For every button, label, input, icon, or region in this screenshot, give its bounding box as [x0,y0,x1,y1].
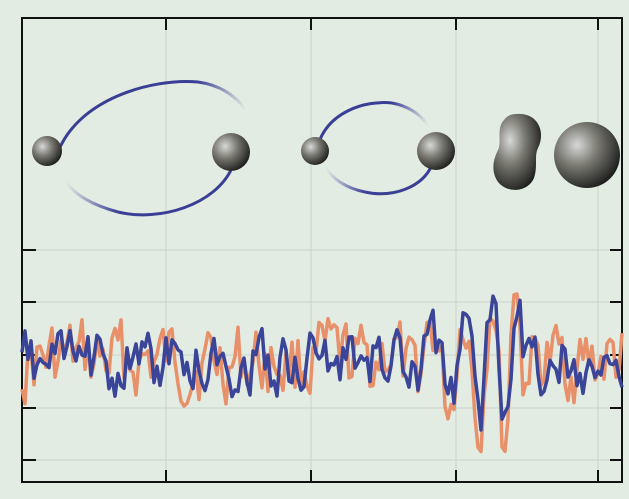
signal-b-line [20,294,624,432]
black-hole-left-2 [301,137,329,165]
final-black-hole [554,122,620,188]
stage-inspiral-close [301,101,455,196]
black-hole-right [212,133,250,171]
orbit-trail-lower-fade-2 [324,167,366,194]
orbit-trail-upper-fade-2 [391,101,430,126]
ticks [22,18,622,482]
merged-peanut [493,113,542,190]
black-hole-left [32,136,62,166]
stage-inspiral-wide [32,80,250,217]
stage-merger [493,113,542,190]
orbit-trail-upper [56,80,199,153]
orbit-trail-lower-fade [64,181,119,214]
black-hole-right-2 [417,132,455,170]
orbit-trail-lower-2 [364,164,434,196]
signal-a-line [20,292,624,454]
orbit-trail-upper-fade [197,80,248,111]
orbit-trail-lower [117,167,234,217]
waveforms [20,292,624,454]
orbit-trail-upper-2 [316,101,393,146]
stage-ringdown [554,122,620,188]
